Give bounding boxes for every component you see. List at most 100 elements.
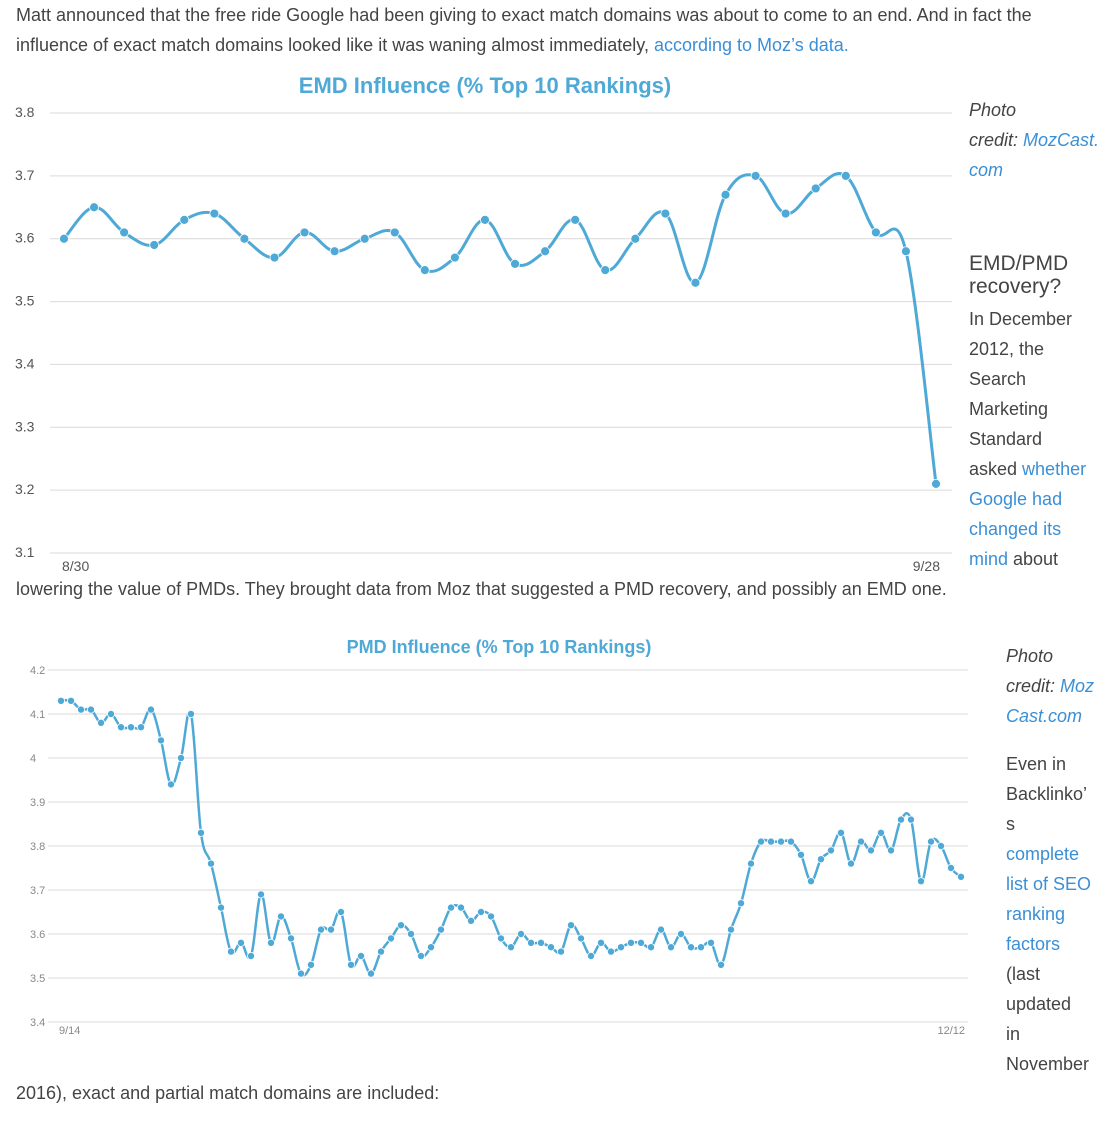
data-point: [346, 960, 355, 969]
data-point: [720, 189, 731, 200]
y-tick-label: 4: [30, 753, 36, 765]
data-point: [77, 705, 86, 714]
data-point: [747, 859, 756, 868]
seo-factors-link-cont[interactable]: list of SEO: [1006, 874, 1092, 894]
emd-photo-credit: Photo credit: MozCast. com: [969, 95, 1104, 185]
seo-factors-link-cont[interactable]: factors: [1006, 934, 1061, 954]
data-point: [336, 907, 345, 916]
emd-chart-svg: EMD Influence (% Top 10 Rankings) 3.1 3.2 3…: [15, 73, 952, 574]
data-point: [226, 947, 235, 956]
y-tick-label: 3.5: [15, 293, 35, 309]
backlinko-text-line: Even in: [1006, 754, 1067, 774]
data-point: [56, 696, 65, 705]
mozcast-link[interactable]: MozCast.: [1023, 130, 1100, 150]
mozcast-link-cont[interactable]: com: [969, 160, 1004, 180]
chart-title: EMD Influence (% Top 10 Rankings): [299, 73, 671, 98]
seo-factors-link[interactable]: complete: [1006, 844, 1080, 864]
data-point: [396, 921, 405, 930]
data-point: [526, 938, 535, 947]
data-point: [179, 214, 190, 225]
moz-data-link[interactable]: according to Moz’s data.: [653, 35, 849, 55]
mozcast-link[interactable]: Moz: [1060, 676, 1095, 696]
data-point: [89, 202, 99, 213]
data-point: [567, 921, 576, 930]
recovery-heading-line-2: recovery?: [969, 275, 1062, 298]
data-point: [496, 934, 505, 943]
recovery-section: EMD/PMD recovery? In December 2012, the …: [969, 252, 1104, 574]
pmd-chart-svg: PMD Influence (% Top 10 Rankings) 3.4 3.5 3…: [30, 637, 968, 1037]
data-point: [607, 947, 616, 956]
data-point: [557, 947, 566, 956]
backlinko-text-line: November: [1006, 1054, 1090, 1074]
data-point: [697, 943, 706, 952]
data-point: [326, 925, 335, 934]
data-point: [480, 214, 490, 225]
x-tick-label: 9/28: [913, 558, 940, 574]
recovery-heading-line-1: EMD/PMD: [969, 252, 1069, 275]
data-point: [156, 736, 165, 745]
data-point: [807, 877, 816, 886]
data-point: [419, 265, 430, 276]
whether-google-link[interactable]: whether: [1022, 459, 1087, 479]
x-tick-label: 8/30: [62, 558, 89, 574]
data-point: [797, 850, 806, 859]
data-point: [97, 718, 106, 727]
y-tick-label: 3.6: [30, 929, 45, 941]
data-point: [867, 846, 876, 855]
data-point: [617, 943, 626, 952]
y-tick-label: 4.1: [30, 709, 45, 721]
data-point: [356, 951, 365, 960]
data-point: [416, 951, 425, 960]
recovery-text-line: Search: [969, 369, 1027, 389]
data-point: [597, 938, 606, 947]
data-point: [817, 855, 826, 864]
data-point: [570, 214, 581, 225]
data-point: [87, 705, 96, 714]
data-point: [389, 227, 400, 238]
data-point: [306, 960, 315, 969]
x-tick-label: 12/12: [937, 1025, 965, 1037]
data-point: [426, 943, 435, 952]
backlinko-text-line: Backlinko’: [1006, 784, 1088, 804]
series-line: [62, 172, 938, 485]
y-tick-label: 3.9: [30, 797, 45, 809]
data-point: [286, 934, 295, 943]
mozcast-link-cont[interactable]: Cast.com: [1006, 706, 1083, 726]
whether-google-link-cont[interactable]: changed its: [969, 519, 1062, 539]
whether-google-link-cont[interactable]: Google had: [969, 489, 1063, 509]
y-tick-label: 3.6: [15, 230, 35, 246]
data-point: [149, 240, 160, 250]
whether-google-link-cont[interactable]: mind: [969, 549, 1009, 569]
data-point: [870, 227, 881, 238]
recovery-text-line: Marketing: [969, 399, 1049, 419]
data-point: [727, 925, 736, 934]
data-point: [897, 815, 906, 824]
data-point: [657, 925, 666, 934]
y-tick-label: 3.4: [30, 1017, 45, 1029]
data-point: [660, 208, 671, 219]
data-point: [296, 969, 305, 978]
pmd-chart: PMD Influence (% Top 10 Rankings) 3.4 3.5 3…: [28, 632, 982, 1042]
data-point: [847, 859, 856, 868]
data-point: [536, 938, 545, 947]
x-tick-label: 9/14: [59, 1025, 80, 1037]
data-point: [67, 696, 76, 705]
data-point: [516, 929, 525, 938]
data-point: [787, 837, 796, 846]
pmd-side-text: Photo credit: Moz Cast.com Even in Backl…: [1006, 641, 1106, 1079]
y-tick-label: 3.8: [15, 104, 35, 120]
data-point: [366, 969, 375, 978]
y-tick-label: 3.4: [15, 355, 35, 371]
y-tick-label: 4.2: [30, 665, 45, 677]
data-point: [466, 916, 475, 925]
data-point: [767, 837, 776, 846]
data-point: [506, 943, 515, 952]
seo-factors-link-cont[interactable]: ranking: [1006, 904, 1066, 924]
data-point: [887, 846, 896, 855]
data-point: [127, 723, 136, 732]
data-point: [857, 837, 866, 846]
data-point: [236, 938, 245, 947]
data-point: [810, 183, 821, 194]
recovery-full-line: lowering the value of PMDs. They brought…: [16, 579, 947, 599]
intro-line-2: influence of exact match domains looked …: [16, 35, 654, 55]
